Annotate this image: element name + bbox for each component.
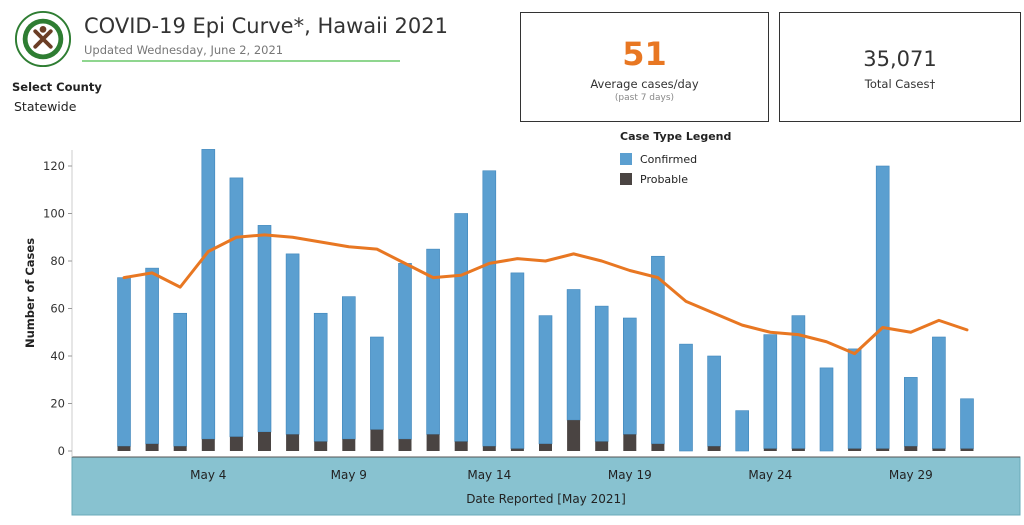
probable-bar[interactable] — [398, 439, 412, 451]
probable-bar[interactable] — [229, 436, 243, 451]
probable-bar[interactable] — [932, 448, 946, 451]
y-tick-label: 20 — [50, 397, 65, 411]
confirmed-bar[interactable] — [145, 267, 159, 445]
probable-bar[interactable] — [454, 441, 468, 452]
probable-bar[interactable] — [286, 434, 300, 451]
county-filter-select[interactable]: Statewide — [14, 99, 77, 114]
confirmed-bar[interactable] — [847, 348, 862, 449]
average-cases-label: Average cases/day — [590, 77, 699, 91]
probable-bar[interactable] — [342, 439, 356, 451]
x-tick-label: May 14 — [467, 468, 511, 482]
confirmed-bar[interactable] — [651, 255, 665, 445]
probable-bar[interactable] — [791, 448, 805, 451]
confirmed-bar[interactable] — [173, 312, 187, 447]
confirmed-bar[interactable] — [370, 336, 384, 430]
case-type-legend: Case Type Legend Confirmed Probable — [620, 130, 731, 189]
probable-bar[interactable] — [258, 432, 271, 451]
probable-bar[interactable] — [314, 441, 328, 452]
probable-bar[interactable] — [482, 446, 496, 451]
probable-bar[interactable] — [426, 434, 440, 451]
confirmed-bar[interactable] — [538, 315, 553, 445]
legend-title: Case Type Legend — [620, 130, 732, 143]
confirmed-bar[interactable] — [763, 334, 778, 449]
probable-bar[interactable] — [707, 446, 721, 451]
probable-bar[interactable] — [201, 439, 215, 451]
confirmed-bar[interactable] — [566, 289, 581, 421]
probable-bar[interactable] — [623, 434, 637, 451]
confirmed-bar[interactable] — [510, 272, 525, 449]
confirmed-bar[interactable] — [313, 312, 328, 442]
y-tick-label: 120 — [43, 159, 65, 173]
probable-bar[interactable] — [595, 441, 609, 452]
confirmed-bar[interactable] — [707, 355, 721, 447]
probable-bar[interactable] — [960, 448, 974, 451]
legend-item-probable[interactable]: Probable — [620, 169, 731, 189]
probable-swatch — [620, 173, 632, 185]
y-tick-label: 80 — [50, 254, 65, 268]
confirmed-bar[interactable] — [229, 177, 244, 438]
x-tick-label: May 29 — [889, 468, 933, 482]
average-cases-card: 51 Average cases/day (past 7 days) — [520, 12, 769, 122]
county-filter-label: Select County — [12, 80, 102, 94]
confirmed-bar[interactable] — [341, 296, 356, 440]
legend-item-confirmed[interactable]: Confirmed — [620, 149, 731, 169]
probable-bar[interactable] — [567, 420, 581, 451]
confirmed-bar[interactable] — [622, 317, 637, 435]
confirmed-bar[interactable] — [903, 377, 918, 447]
y-tick-label: 40 — [50, 349, 65, 363]
probable-bar[interactable] — [763, 448, 777, 451]
confirmed-bar[interactable] — [117, 277, 131, 447]
confirmed-bar[interactable] — [201, 149, 216, 440]
confirmed-bar[interactable] — [679, 343, 693, 452]
probable-bar[interactable] — [651, 443, 665, 451]
confirmed-bar[interactable] — [960, 398, 974, 449]
hawaii-doh-logo — [14, 10, 72, 68]
legend-label-confirmed: Confirmed — [640, 152, 698, 166]
x-tick-label: May 19 — [608, 468, 652, 482]
probable-bar[interactable] — [539, 443, 552, 451]
x-axis-title: Date Reported [May 2021] — [466, 492, 626, 506]
average-cases-value: 51 — [622, 35, 667, 73]
probable-bar[interactable] — [848, 448, 862, 451]
y-tick-label: 60 — [50, 302, 65, 316]
confirmed-bar[interactable] — [819, 367, 834, 452]
probable-bar[interactable] — [876, 448, 890, 451]
total-cases-value: 35,071 — [863, 47, 937, 71]
confirmed-bar[interactable] — [454, 213, 469, 442]
total-cases-label: Total Cases† — [864, 77, 936, 91]
total-cases-card: 35,071 Total Cases† — [779, 12, 1021, 122]
x-axis-band — [71, 456, 1021, 516]
average-line[interactable] — [122, 233, 969, 356]
probable-bar[interactable] — [145, 443, 159, 451]
updated-date: Updated Wednesday, June 2, 2021 — [84, 43, 284, 57]
title-divider — [82, 60, 400, 62]
probable-bar[interactable] — [370, 429, 384, 451]
average-cases-sublabel: (past 7 days) — [614, 93, 675, 103]
x-tick-label: May 9 — [331, 468, 367, 482]
y-tick-label: 100 — [43, 207, 65, 221]
confirmed-bar[interactable] — [398, 263, 412, 440]
confirmed-bar[interactable] — [285, 253, 300, 435]
y-tick-label: 0 — [58, 444, 65, 458]
probable-bar[interactable] — [510, 448, 524, 451]
confirmed-bar[interactable] — [482, 170, 497, 447]
page-title: COVID-19 Epi Curve*, Hawaii 2021 — [84, 14, 448, 38]
probable-bar[interactable] — [173, 446, 187, 451]
legend-label-probable: Probable — [640, 172, 688, 186]
x-tick-label: May 4 — [190, 468, 226, 482]
confirmed-bar[interactable] — [594, 305, 609, 442]
confirmed-swatch — [620, 153, 632, 165]
confirmed-bar[interactable] — [932, 336, 946, 449]
confirmed-bar[interactable] — [875, 165, 890, 449]
confirmed-bar[interactable] — [257, 225, 272, 433]
x-tick-label: May 24 — [748, 468, 792, 482]
probable-bar[interactable] — [117, 446, 131, 451]
probable-bar[interactable] — [904, 446, 918, 451]
y-axis-title: Number of Cases — [23, 238, 37, 348]
confirmed-bar[interactable] — [735, 410, 750, 452]
